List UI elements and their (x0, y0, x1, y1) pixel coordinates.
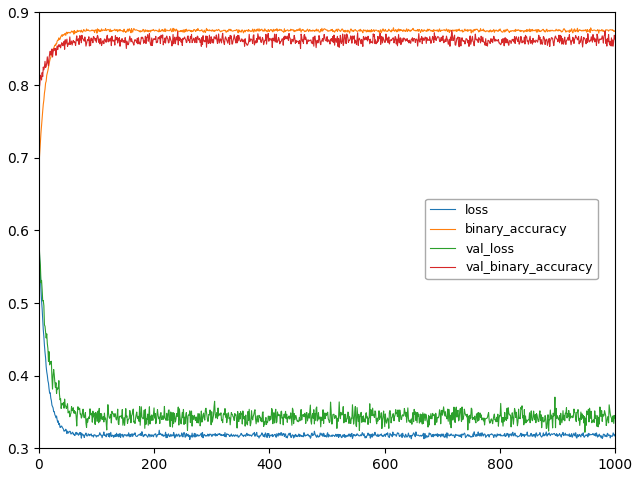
loss (431, 433, 439, 439)
binary_accuracy (35, 170, 42, 175)
val_binary_accuracy (495, 40, 503, 46)
val_binary_accuracy (289, 37, 296, 43)
val_loss (495, 423, 502, 429)
loss (35, 231, 42, 237)
val_loss (611, 415, 619, 421)
val_binary_accuracy (93, 33, 101, 38)
binary_accuracy (484, 29, 492, 34)
val_loss (268, 406, 276, 411)
binary_accuracy (93, 26, 101, 32)
val_loss (93, 418, 101, 424)
binary_accuracy (268, 27, 276, 33)
Line: val_binary_accuracy: val_binary_accuracy (38, 31, 615, 89)
binary_accuracy (431, 28, 439, 34)
loss (268, 432, 276, 437)
binary_accuracy (390, 25, 397, 31)
binary_accuracy (495, 27, 503, 33)
val_binary_accuracy (268, 36, 276, 42)
val_loss (35, 231, 42, 237)
val_loss (484, 412, 492, 418)
val_binary_accuracy (448, 28, 456, 34)
binary_accuracy (289, 27, 296, 33)
val_binary_accuracy (431, 30, 438, 36)
loss (186, 437, 194, 443)
val_loss (431, 412, 438, 418)
val_binary_accuracy (35, 86, 42, 91)
Line: val_loss: val_loss (38, 234, 615, 433)
loss (495, 433, 503, 438)
loss (93, 433, 101, 438)
val_loss (289, 405, 296, 411)
loss (611, 432, 619, 437)
val_binary_accuracy (484, 38, 492, 44)
val_binary_accuracy (611, 36, 619, 42)
binary_accuracy (611, 28, 619, 34)
Line: binary_accuracy: binary_accuracy (38, 28, 615, 172)
Legend: loss, binary_accuracy, val_loss, val_binary_accuracy: loss, binary_accuracy, val_loss, val_bin… (425, 199, 598, 279)
val_loss (581, 430, 589, 435)
Line: loss: loss (38, 234, 615, 440)
loss (289, 433, 297, 438)
loss (484, 432, 492, 438)
